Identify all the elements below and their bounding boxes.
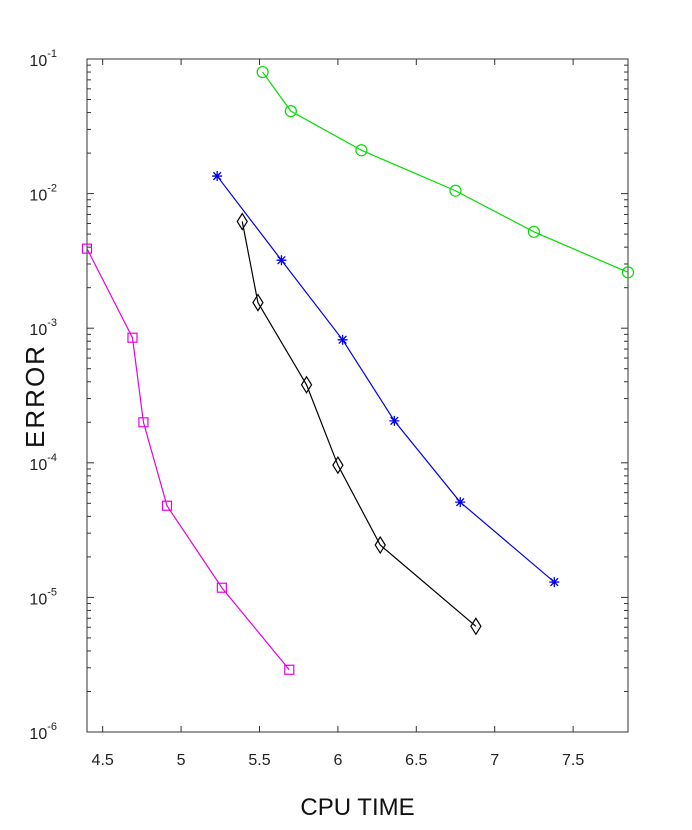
diamond-marker (300, 375, 313, 394)
plot-area (86, 58, 629, 733)
star-marker (337, 334, 348, 345)
square-marker (81, 243, 93, 254)
y-tick-base: 10 (29, 322, 47, 339)
series-line (262, 71, 629, 273)
square-marker (127, 332, 138, 343)
y-tick-base: 10 (29, 591, 47, 608)
y-tick-label: 10-1 (29, 48, 57, 70)
x-tick-label: 4.5 (92, 752, 114, 769)
series-diamond (236, 212, 482, 636)
x-tick-label: 7 (490, 752, 499, 769)
axes-box (86, 58, 629, 733)
series-circle (256, 65, 635, 279)
circle-marker (256, 65, 269, 79)
square-marker (138, 417, 149, 428)
y-tick-exponent: -6 (47, 721, 57, 733)
diamond-marker (374, 535, 386, 555)
y-tick-label: 10-6 (29, 721, 57, 743)
y-tick-exponent: -5 (47, 586, 57, 598)
y-tick-base: 10 (29, 188, 47, 205)
y-tick-base: 10 (29, 53, 47, 70)
diamond-marker (470, 617, 482, 636)
diamond-marker (252, 293, 264, 312)
x-axis-title: CPU TIME (300, 794, 414, 821)
star-marker (276, 255, 287, 266)
diamond-marker (236, 212, 248, 231)
series-line (86, 248, 290, 671)
star-marker (549, 577, 560, 588)
y-tick-label: 10-4 (29, 452, 57, 474)
series-star (212, 171, 560, 588)
x-tick-label: 5 (177, 752, 186, 769)
diamond-marker (332, 456, 344, 475)
series-square (81, 243, 295, 675)
series-line (216, 175, 555, 583)
y-tick-label: 10-5 (29, 586, 57, 608)
y-axis-title: ERROR (20, 344, 50, 448)
y-tick-exponent: -3 (47, 317, 57, 329)
circle-marker (355, 144, 368, 157)
circle-marker (284, 105, 297, 118)
circle-marker (527, 225, 541, 238)
square-marker (284, 664, 295, 675)
x-tick-label: 6 (333, 752, 342, 769)
y-tick-label: 10-2 (29, 183, 57, 205)
series-line (241, 221, 477, 627)
x-tick-label: 6.5 (405, 752, 427, 769)
y-tick-exponent: -4 (47, 452, 57, 464)
y-tick-base: 10 (29, 457, 47, 474)
circle-marker (449, 184, 462, 197)
y-tick-exponent: -1 (47, 48, 57, 60)
star-marker (212, 171, 223, 182)
tick-layer: 4.5 5 5.5 6 6.5 7 7.510-610-510-410-310-210-1 (29, 48, 628, 769)
square-marker (216, 582, 227, 593)
x-tick-label: 5.5 (248, 752, 270, 769)
star-marker (389, 415, 400, 426)
y-tick-label: 10-3 (29, 317, 57, 339)
y-tick-base: 10 (29, 726, 47, 743)
circle-marker (621, 266, 635, 279)
x-tick-label: 7.5 (562, 752, 584, 769)
series-layer (81, 65, 635, 675)
y-tick-exponent: -2 (47, 183, 57, 195)
star-marker (455, 497, 466, 508)
square-marker (161, 500, 173, 511)
